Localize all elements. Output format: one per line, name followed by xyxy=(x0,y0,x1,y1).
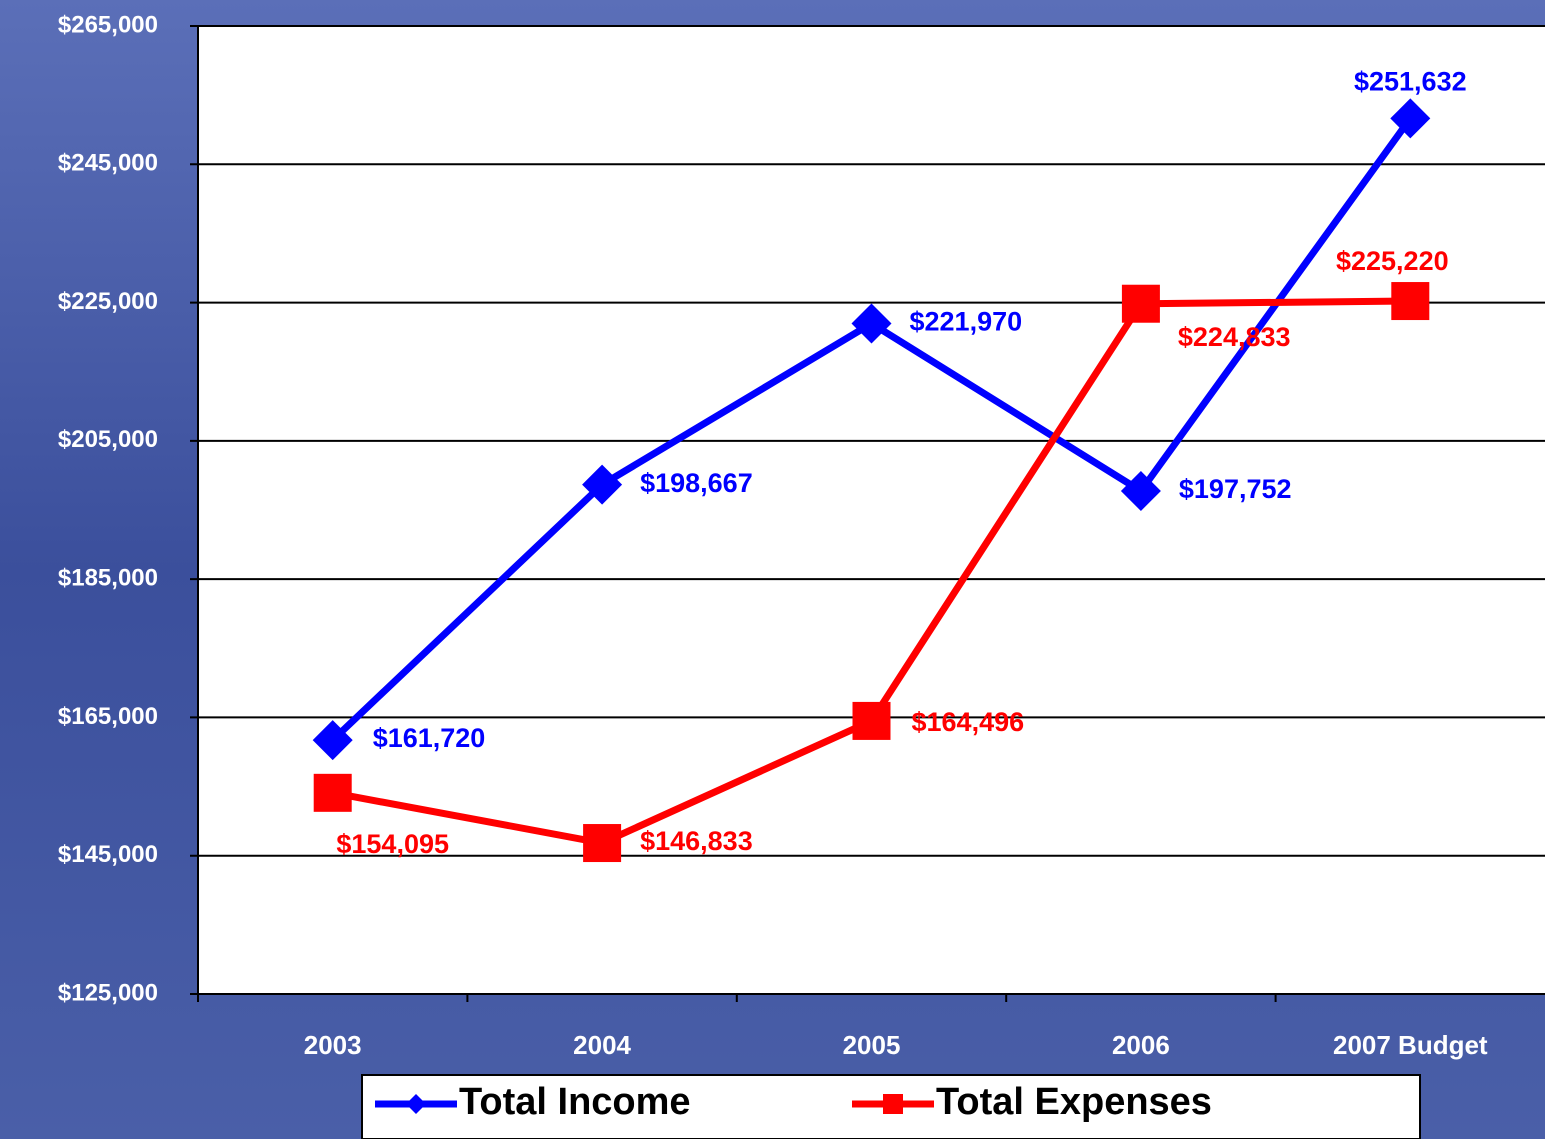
marker xyxy=(1122,285,1160,323)
y-tick-label: $145,000 xyxy=(58,841,158,868)
legend-label: Total Income xyxy=(459,1081,691,1123)
y-tick-label: $245,000 xyxy=(58,150,158,177)
page: $125,000 $145,000 $165,000 $185,000 $205,000… xyxy=(0,0,1545,1139)
data-label: $146,833 xyxy=(640,826,753,856)
marker xyxy=(1391,282,1429,320)
data-label: $224,833 xyxy=(1178,322,1291,352)
y-tick-label: $225,000 xyxy=(58,288,158,315)
x-tick-label: 2007 Budget xyxy=(1333,1030,1488,1060)
y-tick-label: $205,000 xyxy=(58,426,158,453)
y-tick-label: $185,000 xyxy=(58,564,158,591)
chart: $125,000 $145,000 $165,000 $185,000 $205,000… xyxy=(0,0,1545,1139)
data-label: $225,220 xyxy=(1336,246,1449,276)
data-label: $221,970 xyxy=(910,307,1023,337)
marker xyxy=(314,774,352,812)
marker xyxy=(853,702,891,740)
data-label: $198,667 xyxy=(640,468,753,498)
marker xyxy=(583,824,621,862)
x-tick-label: 2005 xyxy=(843,1030,901,1060)
data-label: $164,496 xyxy=(912,707,1025,737)
data-label: $154,095 xyxy=(336,829,449,859)
data-label: $197,752 xyxy=(1179,474,1292,504)
data-label: $251,632 xyxy=(1354,67,1467,97)
legend-marker xyxy=(883,1094,903,1114)
y-tick-label: $265,000 xyxy=(58,11,158,38)
x-tick-label: 2003 xyxy=(304,1030,362,1060)
x-tick-label: 2006 xyxy=(1112,1030,1170,1060)
x-tick-label: 2004 xyxy=(573,1030,631,1060)
y-tick-label: $125,000 xyxy=(58,979,158,1006)
y-tick-label: $165,000 xyxy=(58,703,158,730)
legend-label: Total Expenses xyxy=(936,1081,1212,1123)
data-label: $161,720 xyxy=(373,723,486,753)
